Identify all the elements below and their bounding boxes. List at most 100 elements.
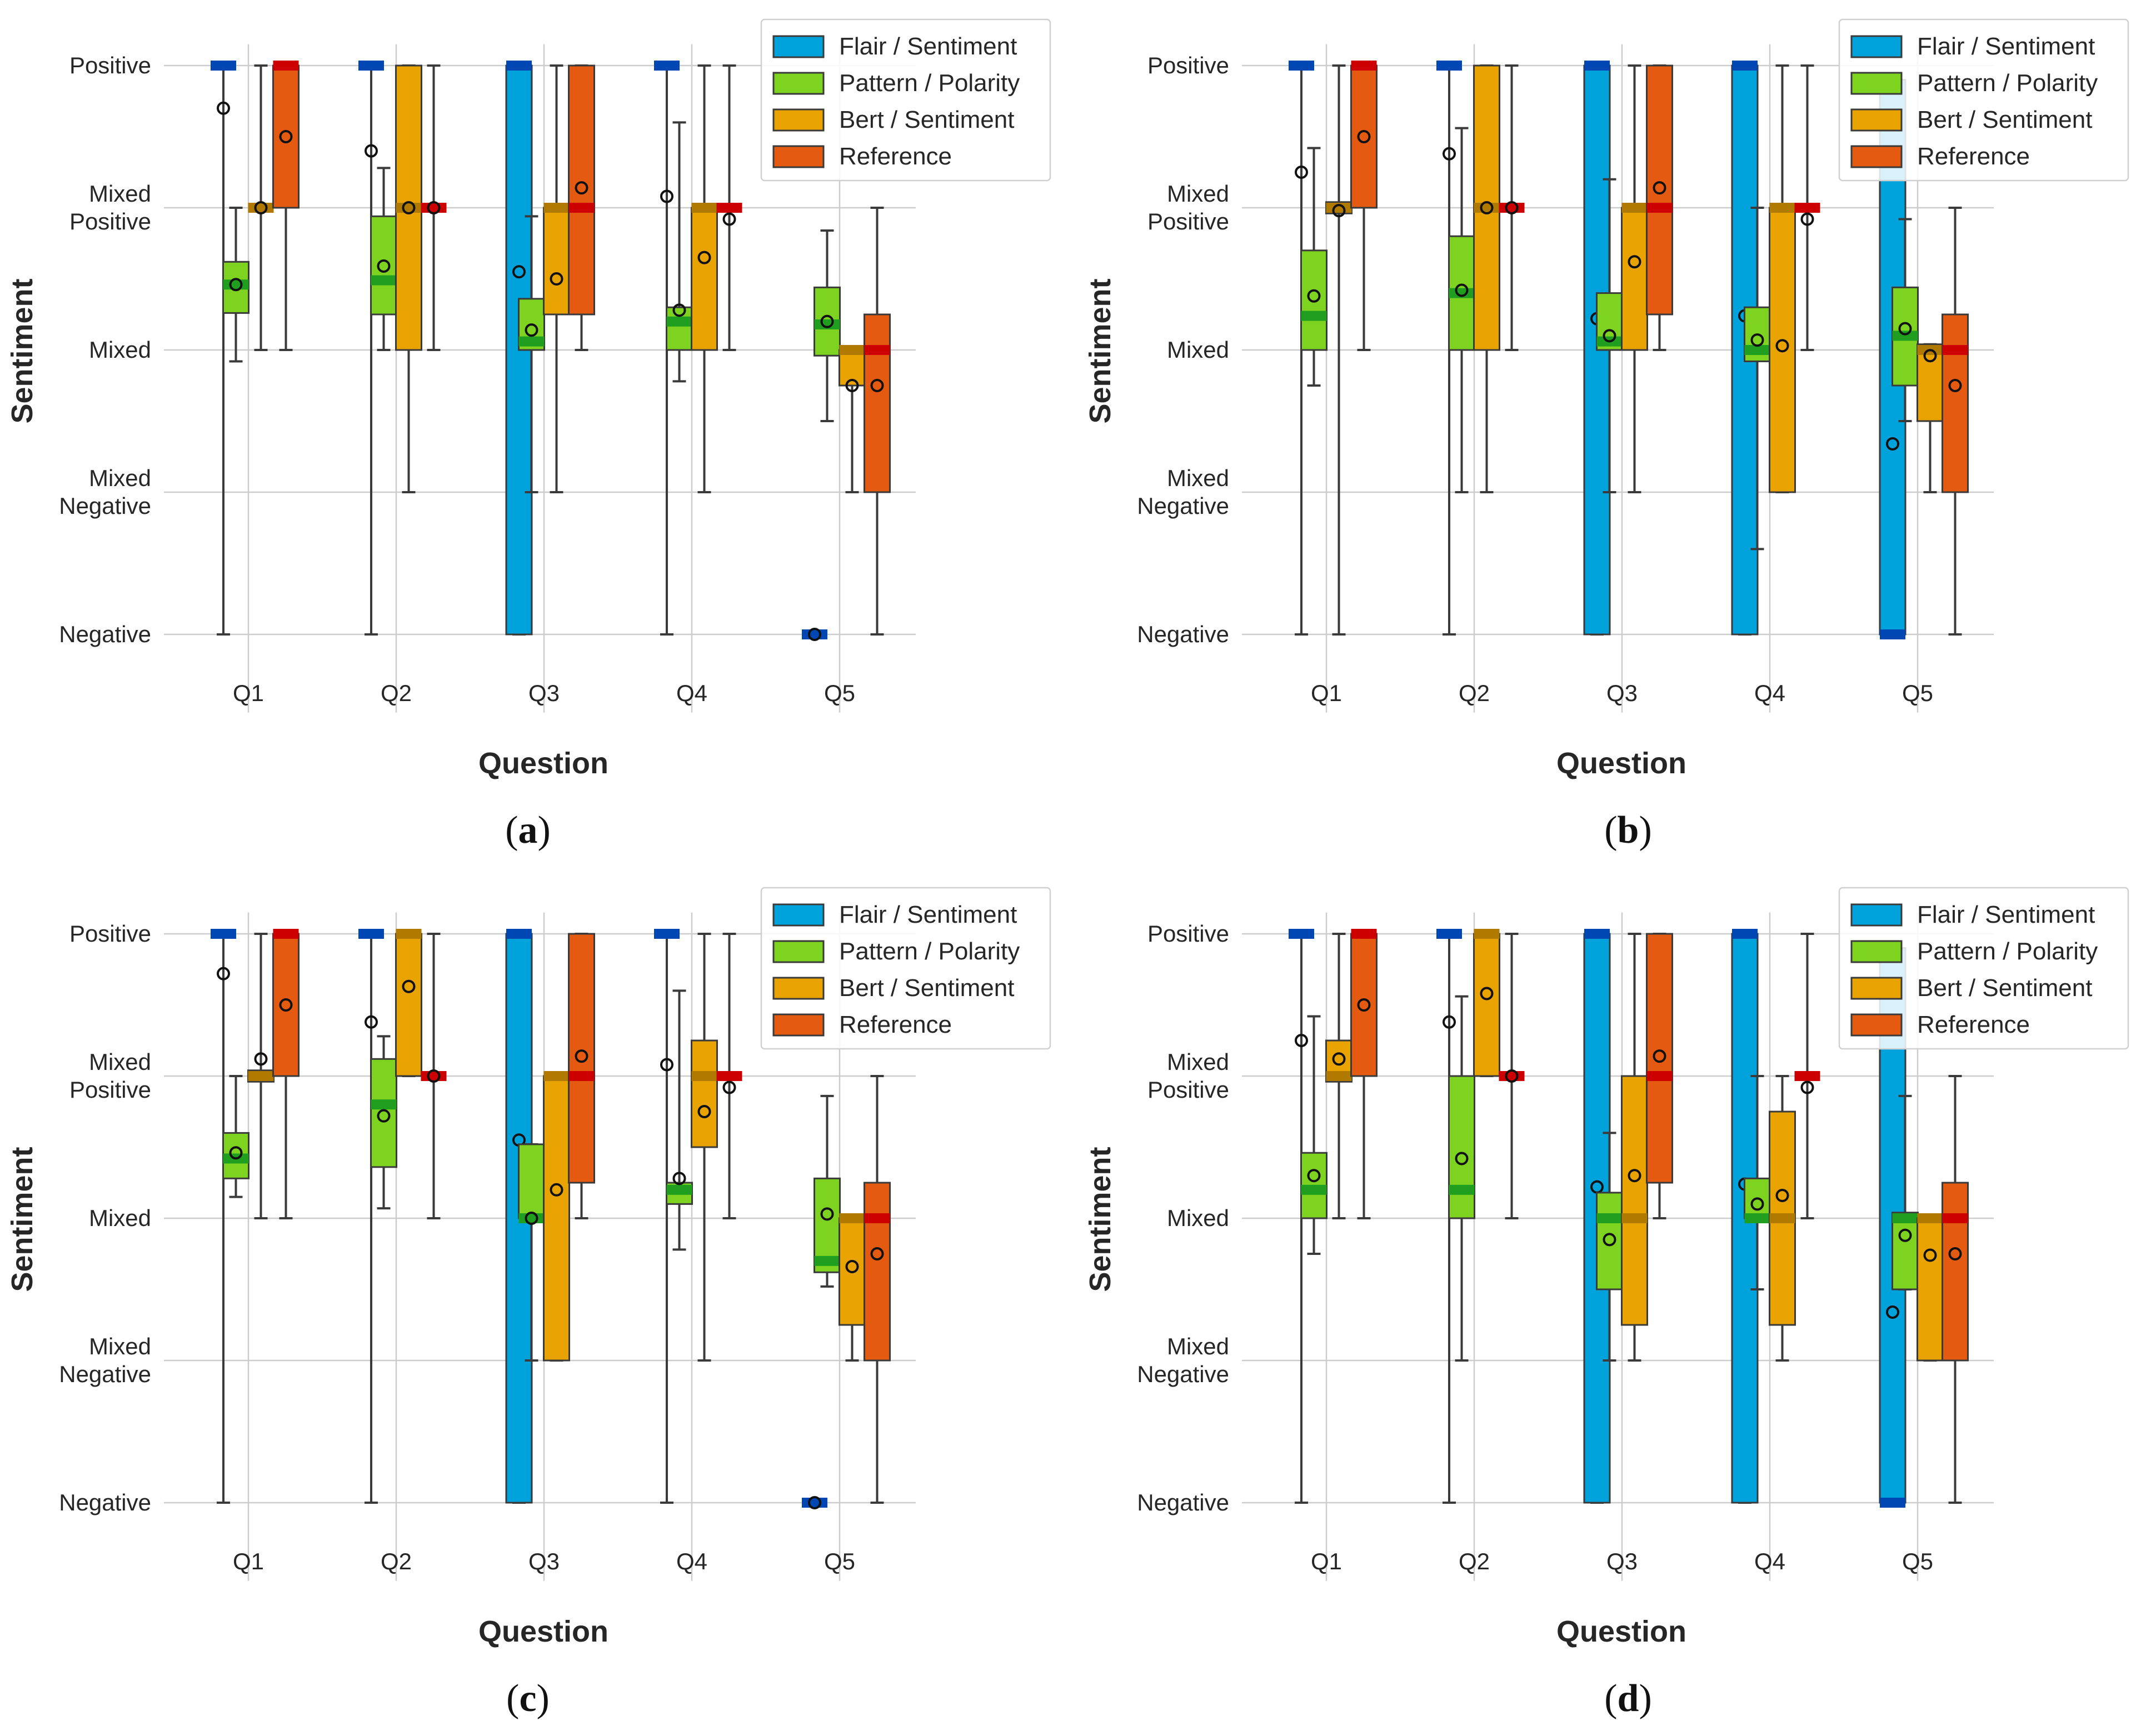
x-tick-label: Q2 <box>381 1548 412 1574</box>
y-tick-label-line: Positive <box>69 1077 151 1103</box>
legend-label: Pattern / Polarity <box>839 69 1020 97</box>
median-line <box>1794 203 1820 213</box>
median-line <box>864 1213 890 1223</box>
mean-marker <box>660 189 673 203</box>
y-tick-label-line: Positive <box>69 208 151 234</box>
mean-marker <box>550 1183 563 1197</box>
mean-marker <box>722 212 736 226</box>
x-tick-label: Q2 <box>381 680 412 706</box>
box-q5-series-3 <box>1942 1075 1969 1504</box>
median-line <box>518 336 545 347</box>
mean-marker <box>365 144 378 158</box>
mean-marker <box>525 323 538 337</box>
median-line <box>1474 203 1500 213</box>
mean-marker <box>1800 212 1814 226</box>
median-line <box>839 1213 865 1223</box>
box-body <box>691 207 718 351</box>
x-tick-label: Q5 <box>824 1548 855 1574</box>
median-line <box>543 1071 570 1081</box>
mean-marker <box>279 130 293 143</box>
y-tick-label-line: Negative <box>1137 1361 1229 1387</box>
y-tick-label: Mixed Positive <box>69 1049 151 1103</box>
legend-label: Reference <box>1917 1011 2030 1038</box>
y-tick-label-line: Mixed <box>89 1333 151 1359</box>
x-tick-label: Q3 <box>1606 1548 1638 1574</box>
mean-marker <box>279 998 293 1012</box>
median-line <box>864 345 890 355</box>
box-q5-series-0 <box>802 628 827 641</box>
mean-marker <box>660 1058 673 1072</box>
y-tick-label-line: Mixed <box>1167 337 1229 363</box>
box-body <box>1350 933 1378 1077</box>
median-line <box>1732 929 1758 939</box>
median-line <box>1499 203 1525 213</box>
box-q5-series-2 <box>839 1213 866 1362</box>
y-tick-label: Negative <box>59 621 151 647</box>
mean-marker <box>1653 1049 1666 1063</box>
median-line <box>802 1498 827 1508</box>
legend-swatch <box>772 108 825 132</box>
mean-marker <box>697 1105 711 1118</box>
median-line <box>1499 1071 1525 1081</box>
y-tick-label-line: Mixed <box>89 1049 151 1075</box>
box-q3-series-1 <box>1596 1132 1623 1362</box>
y-tick-label: Mixed Negative <box>59 1333 151 1387</box>
mean-marker <box>575 1049 588 1063</box>
legend-label: Bert / Sentiment <box>839 974 1014 1002</box>
mean-marker <box>1923 349 1937 363</box>
mean-marker <box>550 272 563 286</box>
box-body <box>864 313 891 493</box>
y-tick-label-line: Positive <box>1147 920 1229 947</box>
median-line <box>1646 1071 1673 1081</box>
x-tick-label: Q4 <box>1754 680 1785 706</box>
x-tick-label: Q4 <box>676 680 707 706</box>
mean-marker <box>377 259 391 273</box>
median-line <box>518 1213 545 1223</box>
box-body <box>518 1143 545 1219</box>
box-q1-series-0 <box>211 61 236 636</box>
mean-marker <box>575 181 588 195</box>
box-q3-series-3 <box>568 933 595 1219</box>
y-tick-label-line: Mixed <box>1167 1049 1229 1075</box>
box-q5-series-3 <box>1942 207 1969 636</box>
median-line <box>1474 929 1500 939</box>
median-line <box>371 1099 397 1110</box>
legend-label: Pattern / Polarity <box>1917 69 2098 97</box>
y-tick-label: Negative <box>59 1489 151 1515</box>
box-body <box>1646 933 1673 1184</box>
median-line <box>1436 929 1462 939</box>
box-q5-series-3 <box>864 1075 891 1504</box>
legend-swatch <box>1850 108 1903 132</box>
mean-marker <box>1307 1169 1321 1183</box>
box-q4-series-3 <box>1794 933 1820 1219</box>
box-q1-series-3 <box>272 61 300 351</box>
mean-marker <box>1357 998 1371 1012</box>
box-q4-series-1 <box>666 989 693 1251</box>
median-line <box>1621 203 1648 213</box>
mean-marker <box>1480 987 1494 1000</box>
panel-c-caption: (c) <box>506 1677 550 1720</box>
box-q4-series-1 <box>1744 1075 1771 1290</box>
y-tick-label-line: Mixed <box>89 181 151 207</box>
box-body <box>1448 1075 1475 1219</box>
median-line <box>814 1255 840 1266</box>
legend-swatch <box>772 72 825 95</box>
median-line <box>1596 1213 1623 1223</box>
median-line <box>1289 61 1314 71</box>
y-tick-label: Positive <box>69 920 151 947</box>
box-q2-series-1 <box>1448 995 1475 1362</box>
y-tick-label-line: Mixed <box>89 337 151 363</box>
median-line <box>1351 61 1377 71</box>
median-line <box>421 203 447 213</box>
median-line <box>1301 1184 1327 1195</box>
median-line <box>1351 929 1377 939</box>
legend-frame <box>1838 18 2129 182</box>
legend-swatch <box>1850 35 1903 58</box>
legend-swatch <box>772 145 825 168</box>
median-line <box>568 203 595 213</box>
mean-marker <box>808 1496 821 1509</box>
legend-label: Flair / Sentiment <box>839 33 1017 60</box>
median-line <box>1289 929 1314 939</box>
